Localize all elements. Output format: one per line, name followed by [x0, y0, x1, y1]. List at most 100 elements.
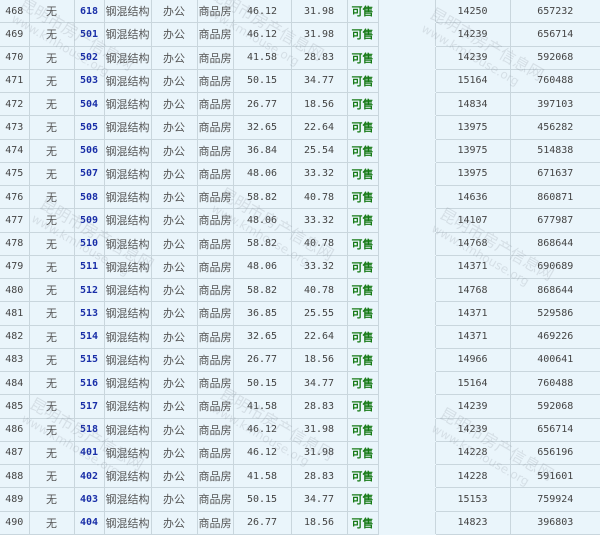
- table-row: 473 无 505 钢混结构 办公 商品房 32.65 22.64 可售 13975 456282: [0, 115, 600, 140]
- table-row: 472 无 504 钢混结构 办公 商品房 26.77 18.56 可售 14834 397103: [0, 91, 600, 117]
- total-price-cell: 592068: [509, 45, 600, 70]
- unit-price-cell: 15164: [434, 370, 511, 396]
- room-number-link[interactable]: 509: [73, 208, 105, 233]
- room-number-link[interactable]: 403: [73, 487, 105, 512]
- structure-cell: 钢混结构: [103, 440, 152, 466]
- usage-cell: 办公: [150, 324, 198, 349]
- room-number-link[interactable]: 516: [73, 370, 105, 396]
- sale-status: 可售: [346, 115, 379, 140]
- unit-price-cell: 14371: [434, 254, 511, 280]
- blank-cell: [378, 463, 435, 489]
- unit-price-cell: 14371: [434, 324, 511, 349]
- unit-price-cell: 14768: [434, 277, 511, 303]
- room-number-link[interactable]: 501: [73, 22, 105, 47]
- usage-cell: 办公: [150, 68, 198, 94]
- floor-cell: 无: [28, 138, 75, 163]
- floor-cell: 无: [28, 208, 75, 233]
- table-row: 477 无 509 钢混结构 办公 商品房 48.06 33.32 可售 14107 677987: [0, 208, 600, 233]
- blank-cell: [378, 115, 435, 140]
- sale-status: 可售: [346, 347, 379, 373]
- table-row: 484 无 516 钢混结构 办公 商品房 50.15 34.77 可售 15164 760488: [0, 370, 600, 396]
- room-number-link[interactable]: 618: [73, 0, 105, 24]
- total-price-cell: 656714: [509, 22, 600, 47]
- room-number-link[interactable]: 503: [73, 68, 105, 94]
- room-number-link[interactable]: 510: [73, 231, 105, 256]
- unit-price-cell: 14250: [434, 0, 511, 24]
- room-number-link[interactable]: 511: [73, 254, 105, 280]
- blank-cell: [378, 510, 435, 535]
- floor-cell: 无: [28, 324, 75, 349]
- room-number-link[interactable]: 401: [73, 440, 105, 466]
- room-number-link[interactable]: 404: [73, 510, 105, 535]
- room-number-link[interactable]: 505: [73, 115, 105, 140]
- row-number: 479: [0, 254, 30, 280]
- unit-price-cell: 14823: [434, 510, 511, 535]
- sale-status: 可售: [346, 161, 379, 187]
- sale-status: 可售: [346, 91, 379, 117]
- floor-area-cell: 41.58: [232, 394, 292, 419]
- structure-cell: 钢混结构: [103, 68, 152, 94]
- total-price-cell: 868644: [509, 231, 600, 256]
- room-number-link[interactable]: 515: [73, 347, 105, 373]
- table-row: 469 无 501 钢混结构 办公 商品房 46.12 31.98 可售 14239 656714: [0, 22, 600, 47]
- room-number-link[interactable]: 508: [73, 184, 105, 210]
- unit-price-cell: 15153: [434, 487, 511, 512]
- blank-cell: [378, 91, 435, 117]
- floor-area-cell: 46.12: [232, 417, 292, 442]
- floor-cell: 无: [28, 45, 75, 70]
- table-row: 488 无 402 钢混结构 办公 商品房 41.58 28.83 可售 14228 591601: [0, 463, 600, 489]
- total-price-cell: 514838: [509, 138, 600, 163]
- property-type-cell: 商品房: [196, 277, 234, 303]
- room-number-link[interactable]: 512: [73, 277, 105, 303]
- room-number-link[interactable]: 504: [73, 91, 105, 117]
- total-price-cell: 759924: [509, 487, 600, 512]
- usage-cell: 办公: [150, 45, 198, 70]
- total-price-cell: 656714: [509, 417, 600, 442]
- sale-status: 可售: [346, 277, 379, 303]
- structure-cell: 钢混结构: [103, 487, 152, 512]
- room-number-link[interactable]: 507: [73, 161, 105, 187]
- row-number: 476: [0, 184, 30, 210]
- inner-area-cell: 40.78: [290, 184, 348, 210]
- blank-cell: [378, 417, 435, 442]
- floor-area-cell: 48.06: [232, 208, 292, 233]
- usage-cell: 办公: [150, 138, 198, 163]
- row-number: 477: [0, 208, 30, 233]
- inner-area-cell: 28.83: [290, 45, 348, 70]
- blank-cell: [378, 254, 435, 280]
- sale-status: 可售: [346, 463, 379, 489]
- floor-cell: 无: [28, 510, 75, 535]
- room-number-link[interactable]: 402: [73, 463, 105, 489]
- room-number-link[interactable]: 514: [73, 324, 105, 349]
- floor-area-cell: 46.12: [232, 22, 292, 47]
- room-number-link[interactable]: 506: [73, 138, 105, 163]
- room-number-link[interactable]: 518: [73, 417, 105, 442]
- usage-cell: 办公: [150, 208, 198, 233]
- row-number: 482: [0, 324, 30, 349]
- table-row: 479 无 511 钢混结构 办公 商品房 48.06 33.32 可售 14371 690689: [0, 254, 600, 280]
- sale-status: 可售: [346, 370, 379, 396]
- usage-cell: 办公: [150, 115, 198, 140]
- property-type-cell: 商品房: [196, 184, 234, 210]
- total-price-cell: 671637: [509, 161, 600, 187]
- table-row: 474 无 506 钢混结构 办公 商品房 36.84 25.54 可售 13975 514838: [0, 138, 600, 163]
- floor-area-cell: 36.85: [232, 301, 292, 326]
- room-number-link[interactable]: 502: [73, 45, 105, 70]
- unit-price-cell: 15164: [434, 68, 511, 94]
- blank-cell: [378, 231, 435, 256]
- table-row: 476 无 508 钢混结构 办公 商品房 58.82 40.78 可售 14636 860871: [0, 184, 600, 210]
- usage-cell: 办公: [150, 231, 198, 256]
- room-number-link[interactable]: 517: [73, 394, 105, 419]
- unit-price-cell: 14107: [434, 208, 511, 233]
- usage-cell: 办公: [150, 347, 198, 373]
- unit-price-cell: 14966: [434, 347, 511, 373]
- blank-cell: [378, 370, 435, 396]
- floor-area-cell: 26.77: [232, 510, 292, 535]
- room-number-link[interactable]: 513: [73, 301, 105, 326]
- total-price-cell: 469226: [509, 324, 600, 349]
- table-row: 480 无 512 钢混结构 办公 商品房 58.82 40.78 可售 14768 868644: [0, 277, 600, 303]
- structure-cell: 钢混结构: [103, 347, 152, 373]
- property-type-cell: 商品房: [196, 161, 234, 187]
- inner-area-cell: 31.98: [290, 417, 348, 442]
